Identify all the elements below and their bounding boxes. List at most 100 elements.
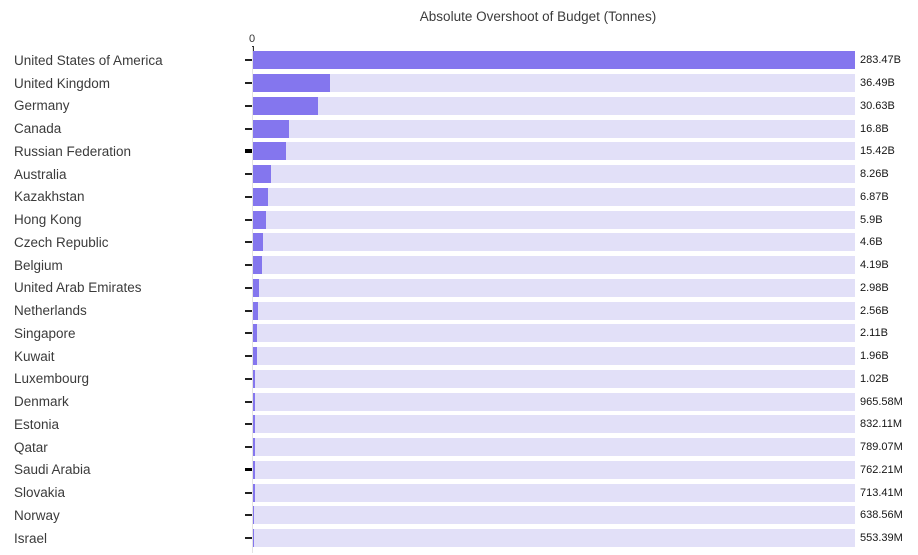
category-label: Estonia	[14, 416, 60, 432]
value-label: 5.9B	[860, 213, 883, 226]
bar-fill	[253, 438, 255, 457]
value-label: 16.8B	[860, 122, 889, 135]
category-label: Australia	[14, 166, 67, 182]
bar-track	[253, 165, 855, 184]
bar-track	[253, 506, 855, 525]
value-label: 2.56B	[860, 304, 889, 317]
bar-row: Germany 30.63B	[0, 95, 918, 118]
category-label: Germany	[14, 98, 70, 114]
bar-track	[253, 369, 855, 388]
x-axis-zero-tick-mark	[252, 46, 254, 52]
category-label: Luxembourg	[14, 371, 90, 387]
bar-row: Slovakia 713.41M	[0, 481, 918, 504]
row-tick-mark	[245, 491, 252, 494]
x-axis-zero-tick-label: 0	[248, 33, 256, 45]
row-tick-mark	[245, 514, 252, 517]
bar-track	[253, 301, 855, 320]
bar-track	[253, 278, 855, 297]
bar-row: Netherlands 2.56B	[0, 299, 918, 322]
bar-fill	[253, 278, 260, 297]
bar-track	[253, 483, 855, 502]
bar-fill	[253, 96, 319, 115]
bar-track	[253, 74, 855, 93]
bar-fill	[253, 51, 855, 70]
row-tick-mark	[245, 355, 252, 358]
row-tick-mark	[245, 149, 252, 153]
bar-fill	[253, 256, 262, 275]
bar-fill	[253, 483, 255, 502]
bar-track	[253, 119, 855, 138]
bar-row: Qatar 789.07M	[0, 436, 918, 459]
chart-rows: United States of America 283.47B United …	[0, 49, 918, 550]
bar-row: Kuwait 1.96B	[0, 345, 918, 368]
bar-fill	[253, 233, 263, 252]
value-label: 713.41M	[860, 486, 903, 499]
bar-row: Australia 8.26B	[0, 163, 918, 186]
value-label: 36.49B	[860, 77, 895, 90]
bar-fill	[253, 187, 268, 206]
row-tick-mark	[245, 332, 252, 335]
y-axis-line	[252, 47, 253, 553]
category-label: Canada	[14, 121, 62, 137]
bar-fill	[253, 460, 255, 479]
chart-title: Absolute Overshoot of Budget (Tonnes)	[419, 9, 657, 24]
row-tick-mark	[245, 218, 252, 221]
value-label: 1.96B	[860, 350, 889, 363]
bar-row: Norway 638.56M	[0, 504, 918, 527]
row-tick-mark	[245, 423, 252, 426]
bar-fill	[253, 415, 255, 434]
bar-row: Russian Federation 15.42B	[0, 140, 918, 163]
bar-fill	[253, 210, 266, 229]
category-label: Netherlands	[14, 303, 87, 319]
bar-track	[253, 324, 855, 343]
value-label: 4.19B	[860, 259, 889, 272]
category-label: Czech Republic	[14, 234, 109, 250]
category-label: Saudi Arabia	[14, 462, 91, 478]
value-label: 8.26B	[860, 168, 889, 181]
bar-fill	[253, 324, 258, 343]
row-tick-mark	[245, 400, 252, 403]
category-label: Denmark	[14, 394, 69, 410]
value-label: 553.39M	[860, 532, 903, 545]
bar-row: Saudi Arabia 762.21M	[0, 459, 918, 482]
value-label: 965.58M	[860, 395, 903, 408]
row-tick-mark	[245, 309, 252, 312]
bar-fill	[253, 506, 255, 525]
bar-track	[253, 210, 855, 229]
bar-row: Belgium 4.19B	[0, 254, 918, 277]
bar-fill	[253, 74, 331, 93]
bar-track	[253, 438, 855, 457]
category-label: United Arab Emirates	[14, 280, 142, 296]
category-label: Norway	[14, 507, 60, 523]
row-tick-mark	[245, 127, 252, 130]
row-tick-mark	[245, 173, 252, 176]
bar-fill	[253, 392, 256, 411]
category-label: Belgium	[14, 257, 63, 273]
row-tick-mark	[245, 59, 252, 62]
value-label: 2.98B	[860, 281, 889, 294]
bar-row: Denmark 965.58M	[0, 390, 918, 413]
bar-row: United Kingdom 36.49B	[0, 72, 918, 95]
value-label: 30.63B	[860, 99, 895, 112]
bar-row: Canada 16.8B	[0, 117, 918, 140]
category-label: Slovakia	[14, 485, 66, 501]
row-tick-mark	[245, 467, 252, 472]
category-label: Israel	[14, 530, 48, 546]
bar-track	[253, 142, 855, 161]
bar-row: Estonia 832.11M	[0, 413, 918, 436]
value-label: 789.07M	[860, 441, 903, 454]
bar-track	[253, 347, 855, 366]
value-label: 638.56M	[860, 509, 903, 522]
bar-fill	[253, 142, 286, 161]
bar-fill	[253, 529, 255, 548]
bar-row: Singapore 2.11B	[0, 322, 918, 345]
value-label: 832.11M	[860, 418, 902, 431]
bar-track	[253, 51, 855, 70]
row-tick-mark	[245, 82, 252, 85]
row-tick-mark	[245, 241, 252, 244]
bar-track	[253, 96, 855, 115]
bar-row: United States of America 283.47B	[0, 49, 918, 72]
bar-row: Kazakhstan 6.87B	[0, 186, 918, 209]
row-tick-mark	[245, 377, 252, 380]
